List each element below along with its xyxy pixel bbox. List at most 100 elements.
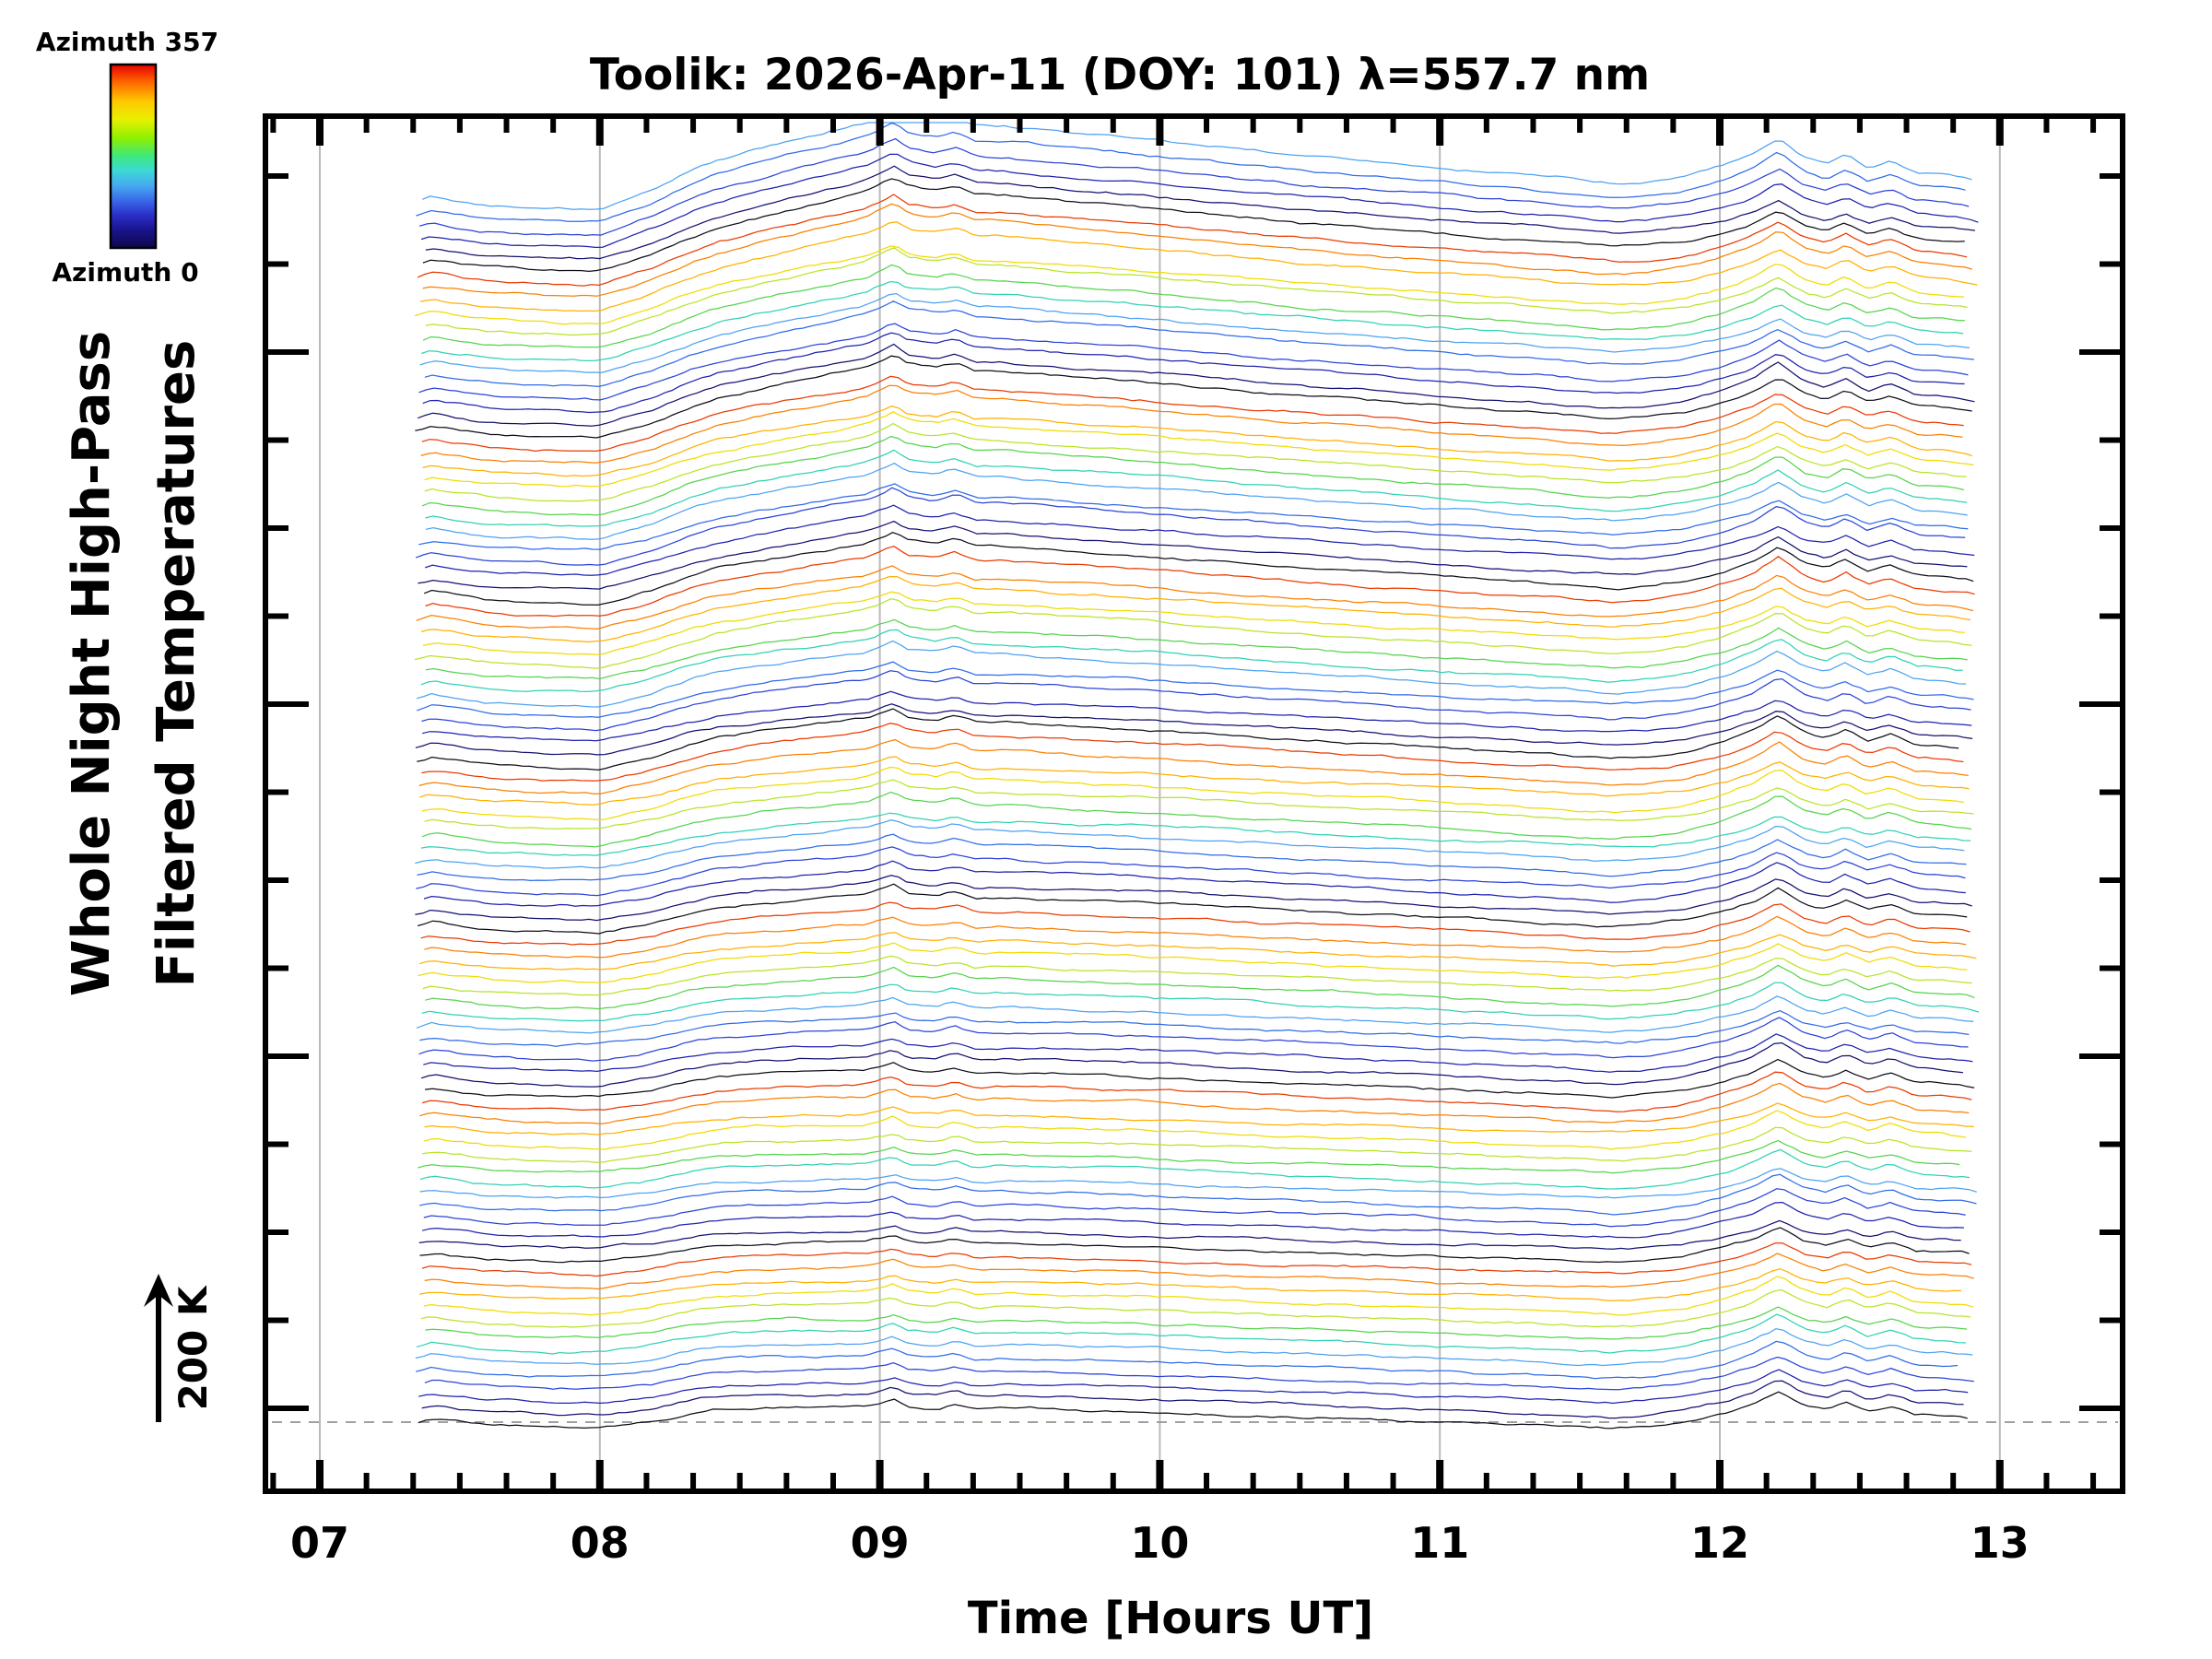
y-axis-label-line-2: Filtered Temperatures [147,340,206,988]
trace-line [423,1188,1966,1228]
x-tick-label: 08 [571,1518,629,1568]
x-minor-tick [1064,116,1070,133]
x-minor-tick [1577,116,1583,133]
trace-line [419,756,1970,806]
y-minor-tick [2100,1141,2120,1147]
x-major-tick [1436,116,1444,146]
x-minor-tick [1950,116,1957,133]
trace-line [422,332,1965,414]
x-tick-label: 12 [1690,1518,1749,1568]
x-minor-tick [643,1473,650,1491]
x-minor-tick [456,1473,463,1491]
x-major-tick [1995,116,2004,146]
y-major-tick [268,349,309,355]
trace-line [416,1313,1966,1355]
x-minor-tick [1810,1473,1817,1491]
y-minor-tick [268,1141,288,1147]
y-minor-tick [2100,877,2120,883]
x-minor-tick [1250,116,1256,133]
trace-line [423,1033,1973,1073]
x-minor-tick [1670,1473,1677,1491]
trace-line [416,640,1967,708]
trace-lines [414,122,1980,1430]
x-minor-tick [690,1473,697,1491]
colorbar-top-label: Azimuth 357 [36,27,218,57]
x-major-tick [316,1460,324,1491]
plot-frame [263,113,2125,1494]
trace-line [417,708,1959,771]
trace-line [417,833,1967,882]
x-major-tick [1156,116,1164,146]
trace-line [425,964,1975,1010]
trace-line [419,1227,1970,1264]
trace-line [419,1173,1977,1216]
trace-line [418,520,1968,590]
x-tick-label: 07 [290,1518,349,1568]
x-major-tick [1716,116,1724,146]
trace-line [425,449,1968,527]
trace-line [424,1110,1967,1150]
trace-line [421,1201,1964,1239]
trace-line [414,245,1965,325]
x-minor-tick [1064,1473,1070,1491]
y-minor-tick [2100,965,2120,971]
trace-line [420,629,1963,693]
x-minor-tick [550,1473,557,1491]
trace-line [419,1267,1962,1301]
trace-line [415,355,1972,439]
y-minor-tick [2100,437,2120,443]
x-major-tick [316,116,324,146]
trace-line [422,591,1965,655]
trace-line [425,1058,1975,1099]
trace-line [418,1017,1969,1062]
trace-line [421,375,1964,453]
x-minor-tick [1856,116,1863,133]
trace-line [416,122,1966,222]
x-minor-tick [690,116,697,133]
trace-line [415,1327,1973,1367]
trace-line [417,194,1968,287]
x-minor-tick [736,116,743,133]
trace-line [422,122,1972,210]
trace-line [415,487,1966,566]
trace-line [424,504,1975,576]
y-major-tick [268,701,309,707]
x-minor-tick [736,1473,743,1491]
trace-line [425,165,1975,260]
x-major-tick [1716,1460,1724,1491]
trace-line [421,1380,1964,1419]
y-minor-tick [268,789,288,795]
x-tick-label: 09 [851,1518,910,1568]
x-minor-tick [924,116,930,133]
trace-line [418,738,1969,794]
trace-line [425,618,1968,680]
x-major-tick [1436,1460,1444,1491]
y-minor-tick [268,173,288,179]
x-minor-tick [2043,1473,2050,1491]
trace-line [418,1139,1960,1174]
trace-line [419,1148,1970,1190]
trace-line [425,462,1968,540]
x-minor-tick [1390,1473,1396,1491]
trace-line [417,661,1974,718]
trace-line [415,875,1972,922]
x-minor-tick [1577,1473,1583,1491]
trace-line [423,860,1966,907]
trace-line [422,690,1972,742]
trace-line [422,203,1972,297]
trace-line [424,1102,1974,1135]
x-minor-tick [1017,116,1023,133]
trace-line [418,483,1969,550]
x-minor-tick [1670,116,1677,133]
x-minor-tick [1204,1473,1210,1491]
y-major-tick [2079,1406,2120,1411]
trace-line [422,406,1972,477]
x-minor-tick [270,1473,276,1491]
x-major-tick [876,1460,884,1491]
trace-line [421,982,1980,1022]
x-minor-tick [1343,1473,1349,1491]
x-minor-tick [1110,116,1116,133]
trace-line [418,883,1968,935]
trace-line [419,221,1978,312]
y-minor-tick [268,877,288,883]
